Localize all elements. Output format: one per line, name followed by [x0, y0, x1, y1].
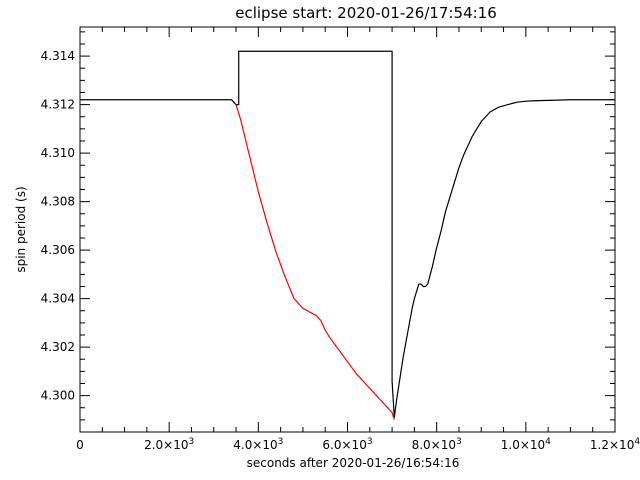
y-axis-label: spin period (s): [14, 186, 28, 272]
y-axis-label-group: spin period (s): [14, 186, 28, 272]
chart-title: eclipse start: 2020-01-26/17:54:16: [235, 4, 497, 22]
y-tick-label: 4.314: [41, 49, 75, 63]
y-tick-label: 4.310: [41, 146, 75, 160]
axis-ticks: [79, 27, 616, 432]
x-tick-label: 2.0×103: [144, 437, 194, 452]
x-tick-label: 8.0×103: [412, 437, 462, 452]
x-axis-label: seconds after 2020-01-26/16:54:16: [247, 456, 460, 470]
series-line-measured: [80, 50, 615, 419]
y-tick-label: 4.302: [41, 340, 75, 354]
y-tick-label: 4.306: [41, 243, 75, 257]
y-tick-label: 4.312: [41, 98, 75, 112]
x-tick-label: 6.0×103: [322, 437, 372, 452]
y-tick-label: 4.300: [41, 389, 75, 403]
y-tick-label: 4.308: [41, 195, 75, 209]
y-tick-label: 4.304: [41, 292, 75, 306]
series-line-modelled: [235, 104, 395, 421]
x-tick-label: 1.0×104: [501, 437, 551, 452]
x-tick-label: 1.2×104: [590, 437, 640, 452]
x-tick-label: 0: [76, 438, 84, 452]
series-group: [80, 50, 615, 421]
axis-tick-labels: 0 2.0×103 4.0×103 6.0×103 8.0×103 1.0×104 1.2×…: [41, 49, 640, 452]
x-tick-label: 4.0×103: [233, 437, 283, 452]
plot-frame: [79, 26, 616, 433]
